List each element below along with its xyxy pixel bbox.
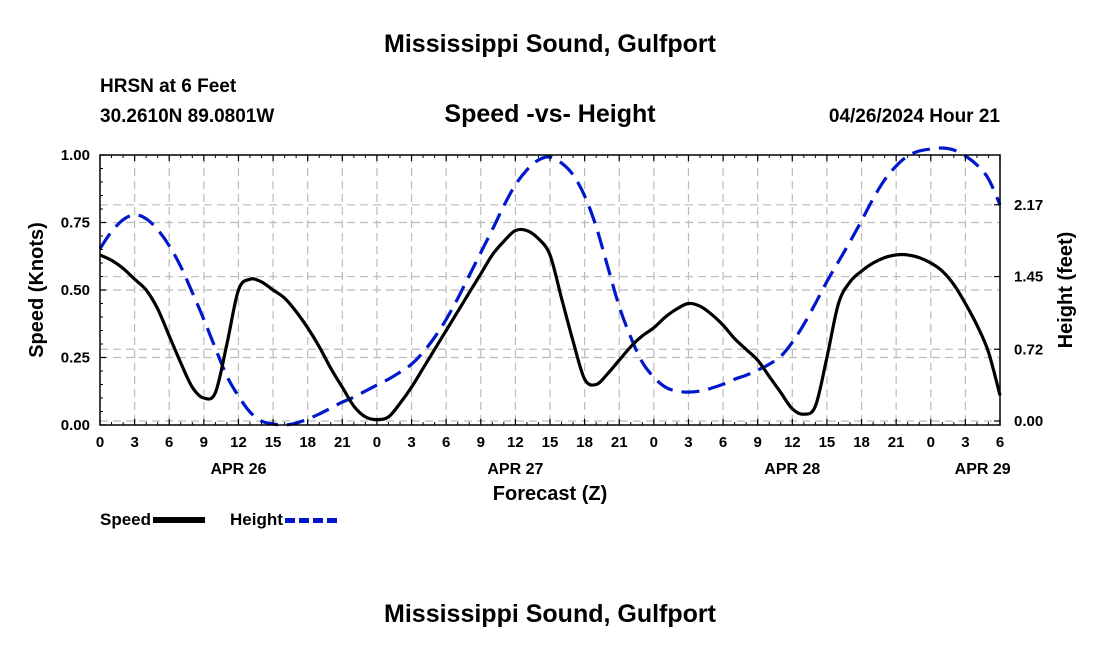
legend-height-swatch	[284, 517, 337, 523]
x-tick-label: 3	[130, 434, 138, 451]
y2-tick-label: 0.72	[1014, 341, 1043, 358]
y2-axis-label: Height (feet)	[1055, 232, 1077, 349]
chart-title: Mississippi Sound, Gulfport	[384, 30, 716, 58]
y-tick-label: 0.50	[61, 282, 90, 299]
x-tick-label: 18	[299, 434, 316, 451]
x-tick-label: 12	[230, 434, 247, 451]
station-label: HRSN at 6 Feet	[100, 76, 237, 97]
y-tick-label: 0.00	[61, 417, 90, 434]
x-tick-label: 15	[819, 434, 836, 451]
x-tick-label: 18	[853, 434, 870, 451]
x-tick-label: 6	[165, 434, 173, 451]
y2-tick-label: 1.45	[1014, 269, 1043, 286]
legend-speed-swatch	[153, 517, 206, 523]
x-tick-label: 9	[477, 434, 485, 451]
ticks: 0 3 6 9 12 15 18 21 0 3 6 9 12 15 18 21 0 3 6 9 12 15 18 21 0 3 6 A…	[61, 147, 1043, 478]
speed-series-line	[99, 227, 1002, 422]
x-tick-label: 15	[542, 434, 559, 451]
y2-tick-label: 2.17	[1014, 197, 1043, 214]
x-tick-label: 12	[784, 434, 801, 451]
y-tick-label: 1.00	[61, 147, 90, 164]
x-tick-label: 6	[719, 434, 727, 451]
date-label: APR 27	[487, 461, 543, 478]
x-tick-label: 6	[996, 434, 1004, 451]
y-tick-label: 0.75	[61, 215, 90, 232]
x-tick-label: 21	[334, 434, 351, 451]
y-tick-label: 0.25	[61, 350, 90, 367]
x-tick-label: 0	[650, 434, 658, 451]
legend-height-label: Height	[230, 510, 283, 529]
x-tick-label: 12	[507, 434, 524, 451]
grid	[100, 155, 1000, 425]
x-tick-label: 18	[576, 434, 593, 451]
date-label: APR 29	[955, 461, 1011, 478]
legend-speed: Speed	[100, 508, 206, 532]
legend-speed-label: Speed	[100, 510, 152, 529]
x-tick-label: 21	[611, 434, 628, 451]
footer-title: Mississippi Sound, Gulfport	[384, 600, 716, 628]
legend-height: Height	[230, 508, 337, 532]
x-tick-label: 15	[265, 434, 282, 451]
coordinates-label: 30.2610N 89.0801W	[100, 106, 275, 127]
x-tick-label: 0	[927, 434, 935, 451]
x-tick-label: 6	[442, 434, 450, 451]
x-tick-label: 9	[200, 434, 208, 451]
x-axis-label: Forecast (Z)	[493, 483, 607, 505]
x-tick-label: 3	[961, 434, 969, 451]
x-tick-label: 0	[373, 434, 381, 451]
x-tick-label: 21	[888, 434, 905, 451]
x-tick-label: 3	[407, 434, 415, 451]
x-tick-label: 3	[684, 434, 692, 451]
chart-subtitle: Speed -vs- Height	[444, 100, 656, 128]
date-label: APR 26	[210, 461, 266, 478]
y2-tick-label: 0.00	[1014, 413, 1043, 430]
forecast-timestamp: 04/26/2024 Hour 21	[828, 106, 1000, 127]
date-label: APR 28	[764, 461, 820, 478]
x-tick-label: 0	[96, 434, 104, 451]
y-axis-label: Speed (Knots)	[26, 222, 48, 358]
x-tick-label: 9	[754, 434, 762, 451]
